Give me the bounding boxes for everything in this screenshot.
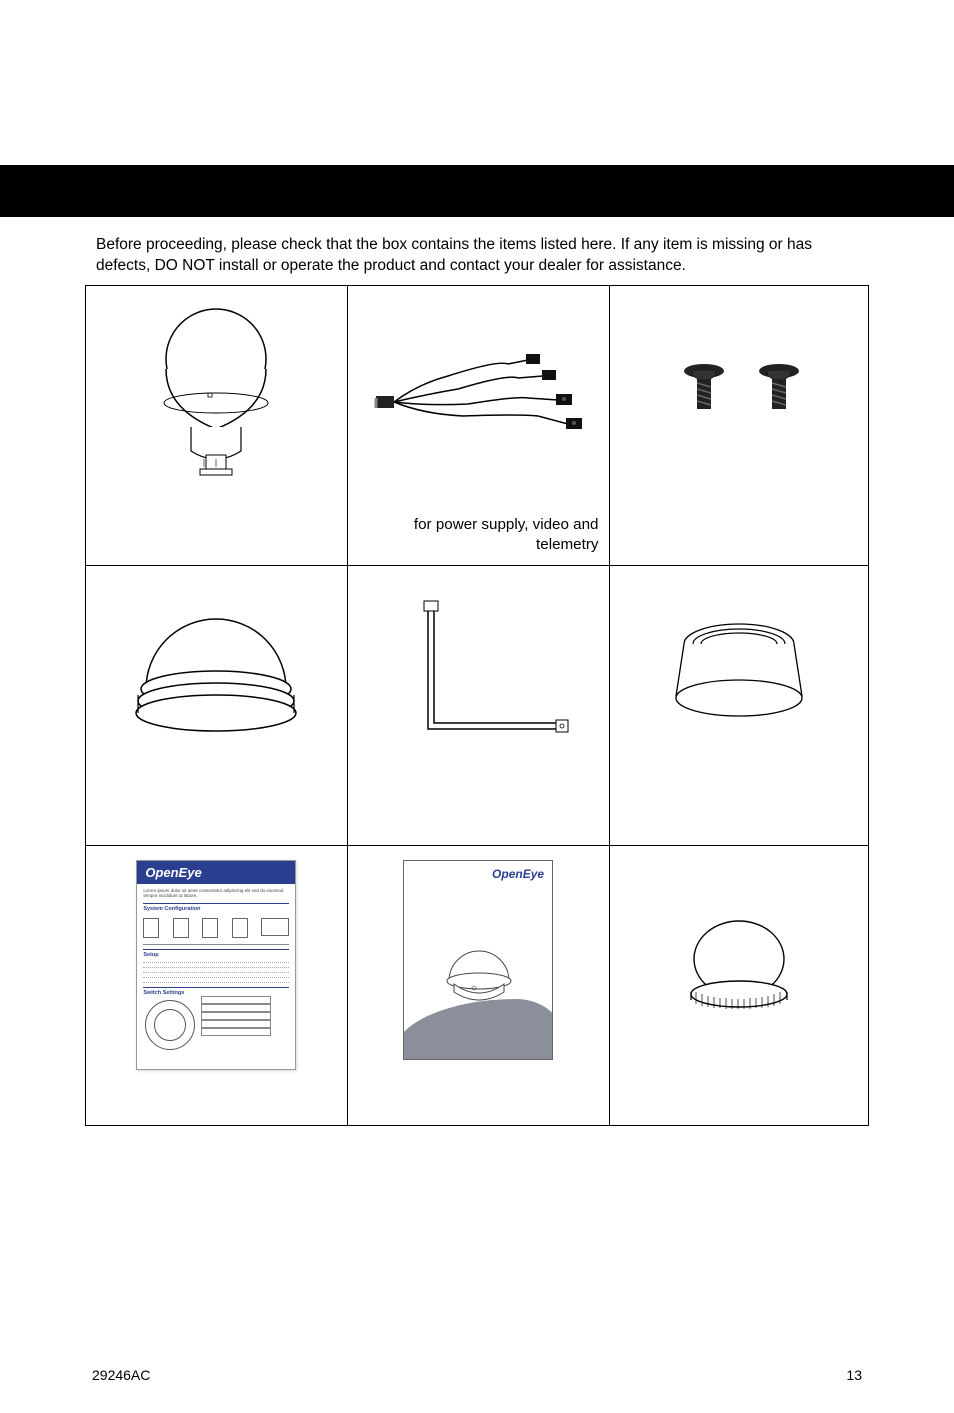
cell-quick-guide: OpenEye Lorem ipsum dolor sit amet conse… [86,845,348,1125]
section-header-band [0,165,954,217]
screws-icon [620,294,859,494]
brand-label: OpenEye [137,861,295,884]
cell-cable: for power supply, video and telemetry [347,285,609,565]
footer-page-number: 13 [846,1367,862,1383]
box-contents-grid: for power supply, video and telemetry [85,285,869,1126]
cell-lens-cap [609,845,869,1125]
allen-key-icon [358,574,599,774]
dome-camera-icon [96,294,337,494]
lens-cap-icon [620,854,859,1084]
cell-dome-camera [86,285,348,565]
cell-screws [609,285,869,565]
lens-base-icon [620,574,859,774]
content-area: for power supply, video and telemetry [0,285,954,1126]
cell-lens-base [609,565,869,845]
table-row [86,565,869,845]
manual-cover-icon: OpenEye [403,860,553,1060]
cell-dome-cover [86,565,348,845]
intro-paragraph: Before proceeding, please check that the… [0,235,954,277]
cable-icon [358,294,599,494]
cable-caption: for power supply, video and telemetry [358,515,599,555]
quick-guide-card-icon: OpenEye Lorem ipsum dolor sit amet conse… [136,860,296,1070]
footer-doc-number: 29246AC [92,1367,150,1383]
brand-label: OpenEye [404,861,552,881]
cell-manual: OpenEye [347,845,609,1125]
cell-allen-key [347,565,609,845]
table-row: OpenEye Lorem ipsum dolor sit amet conse… [86,845,869,1125]
table-row: for power supply, video and telemetry [86,285,869,565]
dome-cover-icon [96,574,337,774]
